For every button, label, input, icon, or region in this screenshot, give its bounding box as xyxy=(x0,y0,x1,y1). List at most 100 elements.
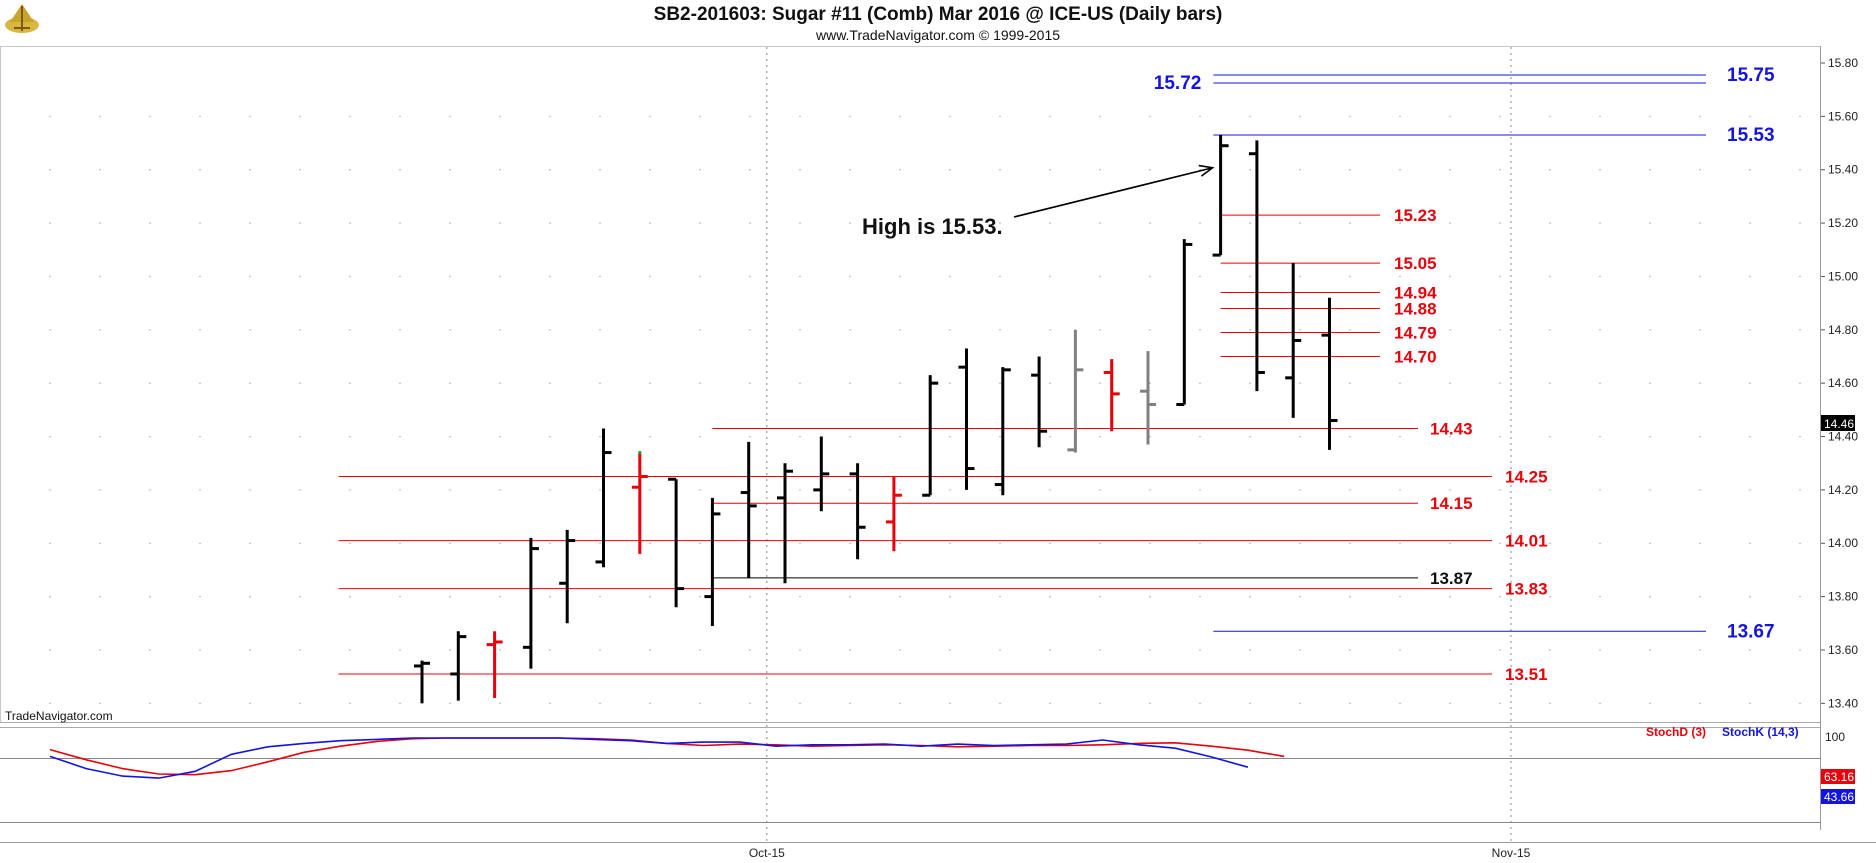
grid-dot xyxy=(1499,382,1501,384)
y-tick-label: 13.60 xyxy=(1828,643,1858,657)
price-bar xyxy=(1321,297,1338,450)
x-tick-label: Nov-15 xyxy=(1492,846,1531,860)
grid-dot xyxy=(1599,489,1601,491)
grid-dot xyxy=(699,542,701,545)
grid-dot xyxy=(349,649,351,651)
level-label: 14.70 xyxy=(1394,347,1437,366)
grid-dot xyxy=(1149,115,1151,118)
grid-dot xyxy=(549,222,551,224)
grid-dot xyxy=(649,222,651,224)
grid-dot xyxy=(1399,329,1401,331)
grid-dot xyxy=(1299,435,1301,438)
price-bar xyxy=(958,348,975,490)
grid-dot xyxy=(499,168,501,171)
grid-dot xyxy=(349,222,351,224)
grid-dot xyxy=(1049,595,1051,598)
grid-dot xyxy=(899,115,901,118)
grid-dot xyxy=(649,702,651,705)
grid-dot xyxy=(1599,222,1601,224)
grid-dot xyxy=(1299,382,1301,384)
grid-dot xyxy=(199,168,201,171)
grid-dot xyxy=(399,222,401,224)
grid-dot xyxy=(1699,382,1701,384)
grid-dot xyxy=(749,115,751,118)
grid-dot xyxy=(1149,435,1151,438)
grid-dot xyxy=(699,382,701,384)
grid-dot xyxy=(199,435,201,438)
grid-dot xyxy=(149,168,151,171)
grid-dot xyxy=(949,595,951,598)
grid-dot xyxy=(849,329,851,331)
stochk-last-tag: 43.66 xyxy=(1821,789,1855,804)
grid-dot xyxy=(1299,329,1301,331)
grid-dot xyxy=(549,115,551,118)
grid-dot xyxy=(1349,649,1351,651)
grid-dot xyxy=(1799,649,1801,651)
y-tick-label: 15.40 xyxy=(1828,163,1858,177)
grid-dot xyxy=(999,115,1001,118)
grid-dot xyxy=(299,329,301,331)
stochastic-panel xyxy=(49,737,1285,779)
grid-dot xyxy=(999,275,1001,278)
grid-dot xyxy=(49,329,51,331)
grid-dot xyxy=(949,168,951,171)
chart-subtitle: www.TradeNavigator.com © 1999-2015 xyxy=(815,27,1060,43)
grid-dot xyxy=(1249,542,1251,545)
grid-dot xyxy=(749,275,751,278)
grid-dot xyxy=(1699,542,1701,545)
grid-dot xyxy=(1499,542,1501,545)
grid-dot xyxy=(649,542,651,545)
grid-dot xyxy=(1749,275,1751,278)
grid-dot xyxy=(249,595,251,598)
grid-dot xyxy=(549,542,551,545)
grid-dot xyxy=(649,168,651,171)
price-bar xyxy=(559,529,576,624)
grid-dot xyxy=(199,275,201,278)
grid-dot xyxy=(399,329,401,331)
grid-dot xyxy=(949,489,951,491)
grid-dot xyxy=(449,435,451,438)
grid-dot xyxy=(1299,542,1301,545)
grid-dot xyxy=(799,435,801,438)
grid-dot xyxy=(1199,115,1201,118)
y-tick-label: 14.80 xyxy=(1828,323,1858,337)
stochk-line xyxy=(49,737,1249,779)
grid-dot xyxy=(699,595,701,598)
grid-dot xyxy=(1349,275,1351,278)
grid-dot xyxy=(1699,702,1701,705)
grid-dot xyxy=(49,275,51,278)
grid-dot xyxy=(599,382,601,384)
x-tick-label: Oct-15 xyxy=(749,846,785,860)
grid-dot xyxy=(299,115,301,118)
grid-dot xyxy=(1499,435,1501,438)
grid-dot xyxy=(1399,542,1401,545)
y-tick-label: 15.60 xyxy=(1828,109,1858,123)
grid-dot xyxy=(399,435,401,438)
stochk-legend: StochK (14,3) xyxy=(1722,725,1799,739)
grid-dot xyxy=(449,382,451,384)
grid-dot xyxy=(149,542,151,545)
grid-dot xyxy=(1049,435,1051,438)
grid-dot xyxy=(1199,542,1201,545)
grid-dot xyxy=(1049,489,1051,491)
annotation-arrow xyxy=(1013,166,1213,218)
grid-dot xyxy=(99,702,101,705)
price-bar xyxy=(704,497,721,626)
grid-dot xyxy=(749,222,751,224)
grid-dot xyxy=(1099,329,1101,331)
grid-dot xyxy=(799,702,801,705)
grid-dot xyxy=(1149,702,1151,705)
grid-dot xyxy=(299,222,301,224)
grid-dot xyxy=(1649,489,1651,491)
grid-dot xyxy=(49,595,51,598)
grid-dot xyxy=(1499,702,1501,705)
grid-dot xyxy=(499,435,501,438)
grid-dot xyxy=(1149,595,1151,598)
grid-dot xyxy=(149,649,151,651)
grid-dot xyxy=(1549,435,1551,438)
grid-dot xyxy=(1799,168,1801,171)
level-label: 13.51 xyxy=(1505,665,1548,684)
price-bar xyxy=(1031,356,1048,448)
